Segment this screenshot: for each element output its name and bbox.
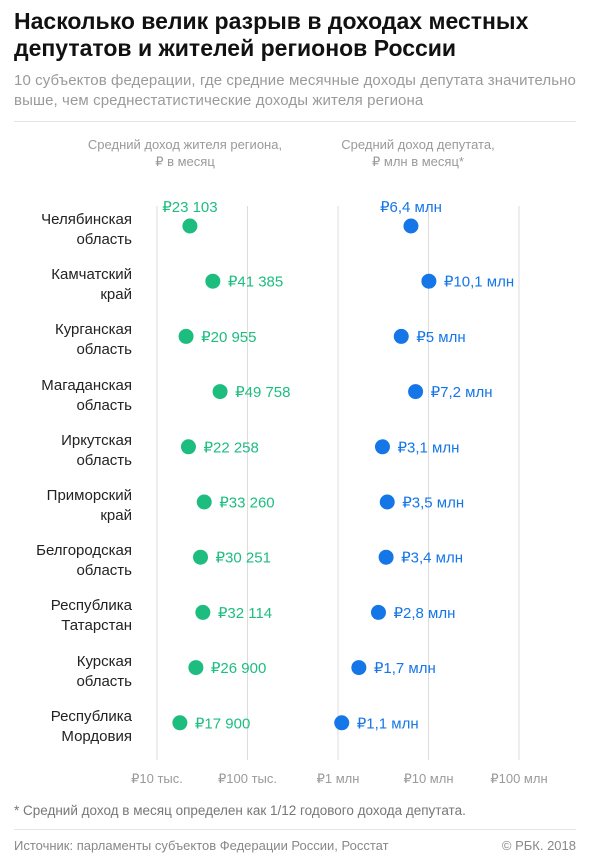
deputy-income-label: ₽3,5 млн xyxy=(402,495,464,512)
x-tick-label: ₽100 тыс. xyxy=(218,771,277,786)
resident-income-label: ₽30 251 xyxy=(216,550,271,567)
x-tick-label: ₽10 млн xyxy=(403,771,453,786)
region-label: Республика Мордовия xyxy=(50,707,132,745)
resident-income-label: ₽26 900 xyxy=(211,660,266,677)
deputy-income-label: ₽7,2 млн xyxy=(431,384,493,401)
deputy-income-dot xyxy=(393,328,409,344)
deputy-income-label: ₽3,1 млн xyxy=(397,439,459,456)
deputy-income-label: ₽10,1 млн xyxy=(444,274,514,291)
deputy-income-label: ₽2,8 млн xyxy=(393,605,455,622)
x-tick-label: ₽10 тыс. xyxy=(131,771,183,786)
bottom-divider xyxy=(14,829,576,830)
chart-title: Насколько велик разрыв в доходах местных… xyxy=(14,8,529,61)
region-label: Приморский край xyxy=(46,487,132,524)
top-divider xyxy=(14,121,576,122)
resident-income-dot xyxy=(172,715,188,731)
deputies-column-header: Средний доход депутата, ₽ млн в месяц* xyxy=(341,137,495,169)
deputy-income-dot xyxy=(408,384,424,400)
footnote: * Средний доход в месяц определен как 1/… xyxy=(14,803,466,818)
region-label: Челябинская область xyxy=(41,211,132,248)
resident-income-label: ₽32 114 xyxy=(218,605,272,622)
resident-income-label: ₽22 258 xyxy=(203,439,258,456)
deputy-income-dot xyxy=(351,660,367,676)
deputy-income-dot xyxy=(421,273,437,289)
deputy-income-dot xyxy=(379,494,395,510)
region-label: Магаданская область xyxy=(41,376,132,414)
copyright: © РБК. 2018 xyxy=(501,838,576,853)
resident-income-dot xyxy=(178,328,194,344)
deputy-income-dot xyxy=(378,549,394,565)
region-label: Белгородская область xyxy=(36,542,132,580)
source-note: Источник: парламенты субъектов Федерации… xyxy=(14,838,389,853)
income-dot-chart: ₽10 тыс. ₽100 тыс. ₽1 млн ₽10 млн ₽100 млн ₽2… xyxy=(131,199,548,786)
deputy-income-label: ₽6,4 млн xyxy=(380,199,442,216)
deputy-income-label: ₽3,4 млн xyxy=(401,550,463,567)
resident-income-label: ₽41 385 xyxy=(228,274,283,291)
resident-income-label: ₽17 900 xyxy=(195,715,250,732)
deputy-income-dot xyxy=(334,715,350,731)
resident-income-label: ₽23 103 xyxy=(162,199,217,216)
region-label: Курская область xyxy=(76,652,132,690)
resident-income-label: ₽49 758 xyxy=(235,384,290,401)
resident-income-label: ₽33 260 xyxy=(219,495,274,512)
resident-income-dot xyxy=(205,273,221,289)
residents-column-header: Средний доход жителя региона, ₽ в месяц xyxy=(87,137,283,169)
resident-income-dot xyxy=(180,439,196,455)
deputy-income-label: ₽5 млн xyxy=(416,329,465,346)
region-label: Иркутская область xyxy=(61,431,132,469)
chart-subtitle: 10 субъектов федерации, где средние меся… xyxy=(14,72,576,109)
deputy-income-label: ₽1,1 млн xyxy=(357,715,419,732)
deputy-income-label: ₽1,7 млн xyxy=(374,660,436,677)
x-tick-label: ₽100 млн xyxy=(490,771,547,786)
resident-income-dot xyxy=(182,218,198,234)
deputy-income-dot xyxy=(370,604,386,620)
x-tick-label: ₽1 млн xyxy=(317,771,360,786)
region-label: Камчатский край xyxy=(51,266,132,304)
region-label: Курганская область xyxy=(54,321,132,359)
resident-income-dot xyxy=(212,384,228,400)
deputy-income-dot xyxy=(374,439,390,455)
deputy-income-dot xyxy=(403,218,419,234)
resident-income-dot xyxy=(193,549,209,565)
region-label: Республика Татарстан xyxy=(50,597,132,635)
resident-income-dot xyxy=(196,494,212,510)
resident-income-dot xyxy=(195,604,211,620)
resident-income-label: ₽20 955 xyxy=(201,329,256,346)
resident-income-dot xyxy=(188,660,204,676)
